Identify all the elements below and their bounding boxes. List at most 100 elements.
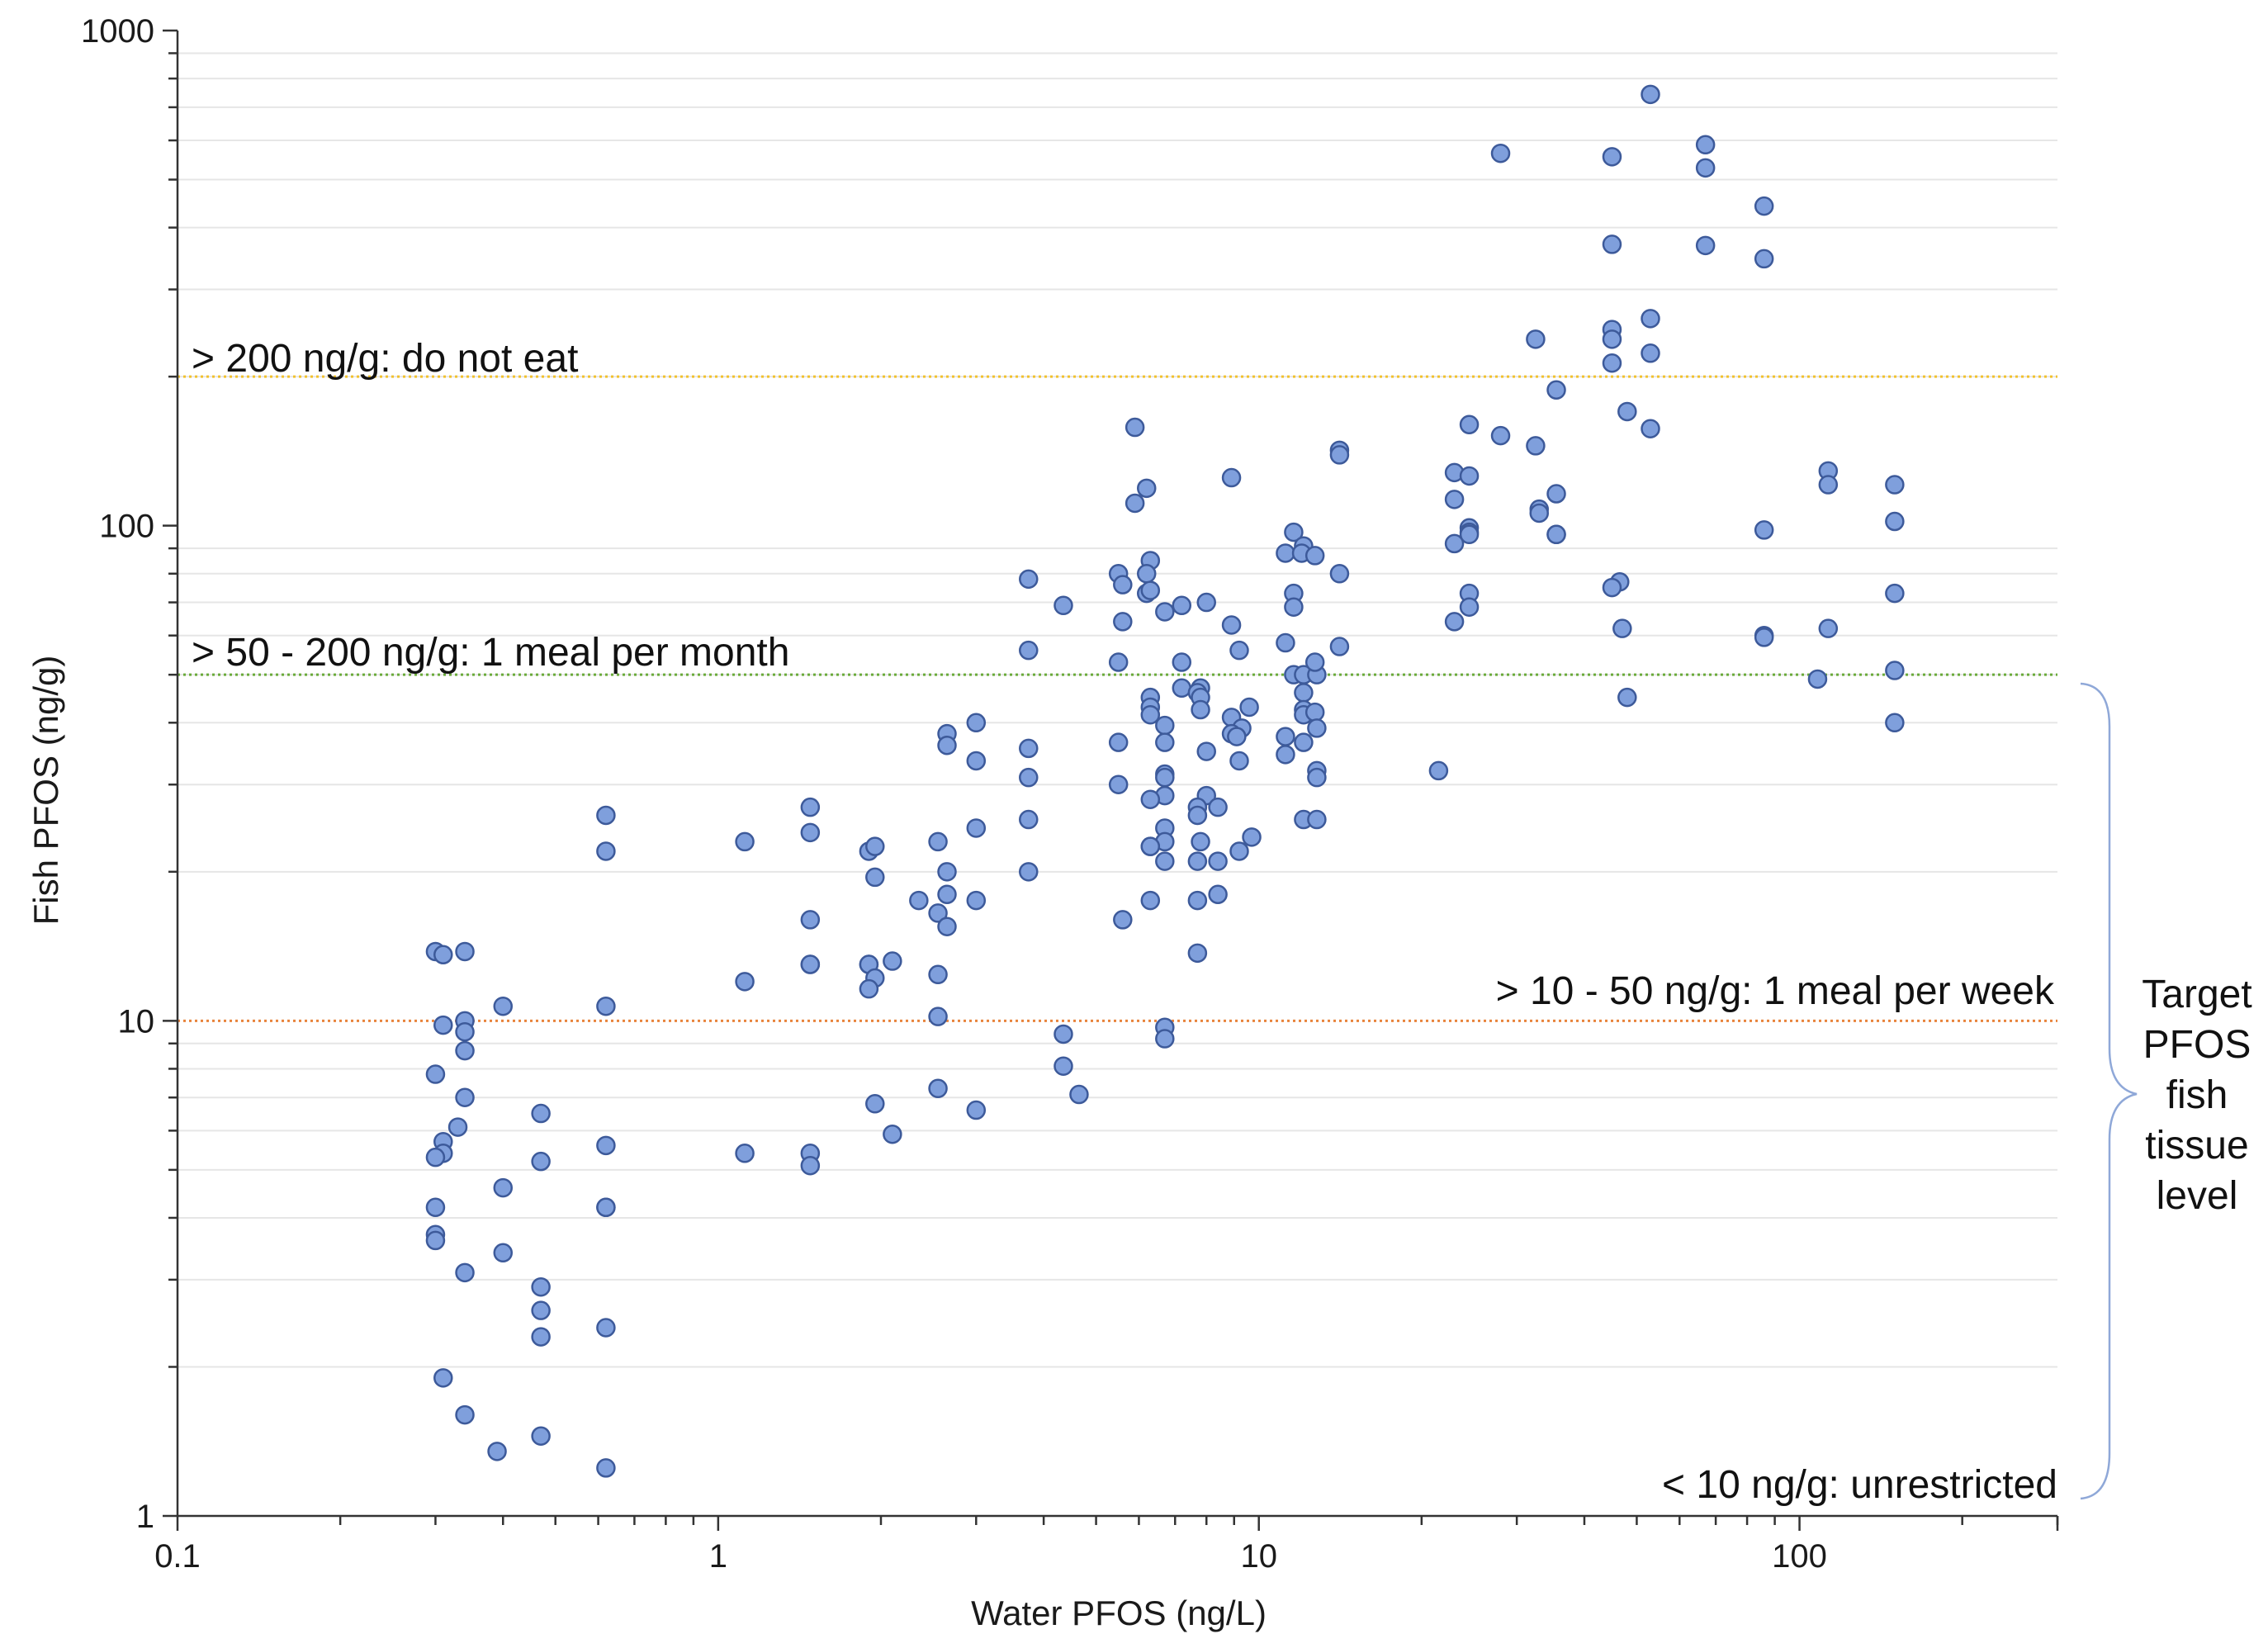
x-tick-label: 1 xyxy=(709,1538,727,1575)
data-point xyxy=(1641,343,1660,363)
data-point xyxy=(1529,503,1550,523)
data-point xyxy=(1229,640,1249,661)
data-point xyxy=(596,1318,616,1338)
data-point xyxy=(800,822,821,843)
data-point xyxy=(883,1124,902,1144)
data-point xyxy=(1526,329,1546,349)
data-point xyxy=(425,1064,446,1084)
data-point xyxy=(1641,84,1660,105)
data-point xyxy=(1818,475,1839,495)
data-point xyxy=(1304,702,1325,722)
data-point xyxy=(1307,718,1327,738)
data-point xyxy=(1140,704,1161,725)
x-tick-label: 10 xyxy=(1240,1538,1277,1575)
data-point xyxy=(1284,597,1304,617)
data-point xyxy=(1276,543,1295,563)
data-point xyxy=(1329,637,1350,656)
data-point xyxy=(596,996,616,1016)
data-point xyxy=(966,751,987,771)
data-point xyxy=(455,1262,475,1283)
data-point xyxy=(1276,727,1295,746)
data-point xyxy=(1885,511,1905,532)
data-point xyxy=(1546,484,1566,504)
data-point xyxy=(1221,615,1242,635)
data-point xyxy=(1526,436,1546,456)
data-point xyxy=(1069,1084,1089,1105)
data-point xyxy=(1140,836,1161,856)
data-point xyxy=(1187,851,1208,871)
data-point xyxy=(1113,910,1133,930)
data-point xyxy=(1108,652,1129,672)
data-point xyxy=(1155,1029,1175,1049)
data-point xyxy=(1108,732,1129,752)
data-point xyxy=(966,890,987,911)
data-point xyxy=(928,1006,948,1026)
x-axis-title: Water PFOS (ng/L) xyxy=(971,1594,1267,1632)
y-tick-label: 1 xyxy=(136,1499,154,1535)
data-point xyxy=(596,1197,616,1218)
y-tick-label: 10 xyxy=(118,1003,155,1040)
data-point xyxy=(1807,669,1828,689)
data-point xyxy=(1172,652,1192,672)
data-point xyxy=(1602,329,1622,349)
data-point xyxy=(1695,158,1716,178)
data-point xyxy=(1187,890,1208,911)
brace-label: Target PFOS fish tissue level xyxy=(2142,973,2251,1218)
data-point xyxy=(1754,196,1774,216)
data-point xyxy=(1490,143,1511,163)
data-point xyxy=(1113,575,1133,594)
data-point xyxy=(425,1230,446,1251)
data-point xyxy=(425,1147,446,1167)
data-point xyxy=(1490,425,1511,446)
data-point xyxy=(1125,417,1145,438)
data-point xyxy=(487,1442,507,1461)
data-point xyxy=(1459,466,1480,486)
data-point xyxy=(1602,147,1622,167)
data-point xyxy=(800,797,821,817)
data-point xyxy=(1229,841,1249,861)
data-point xyxy=(1459,597,1480,617)
data-point xyxy=(1054,1024,1073,1044)
data-point xyxy=(1695,235,1716,256)
data-point xyxy=(1019,767,1039,788)
data-point xyxy=(1695,135,1716,155)
data-point xyxy=(1140,789,1161,809)
data-point xyxy=(1754,520,1774,540)
data-point xyxy=(493,1243,514,1263)
data-point xyxy=(1229,751,1249,771)
data-point xyxy=(865,836,885,856)
data-point xyxy=(1208,851,1228,871)
data-point xyxy=(800,954,821,974)
data-point xyxy=(1227,727,1247,746)
data-point xyxy=(1444,612,1465,632)
data-point xyxy=(1187,943,1208,964)
data-point xyxy=(735,831,755,852)
data-point xyxy=(1617,687,1637,708)
data-point xyxy=(425,1197,446,1218)
data-point xyxy=(433,1015,453,1035)
ref-label-200: > 200 ng/g: do not eat xyxy=(192,337,578,381)
data-point xyxy=(1155,767,1175,788)
data-point xyxy=(1304,652,1325,672)
data-point xyxy=(1612,618,1632,638)
data-point xyxy=(865,867,885,888)
data-point xyxy=(966,818,987,838)
data-point xyxy=(1137,564,1157,584)
x-tick-label: 100 xyxy=(1772,1538,1827,1575)
data-point xyxy=(928,964,948,985)
data-point xyxy=(928,1078,948,1099)
data-point xyxy=(596,1458,616,1478)
data-point xyxy=(531,1327,551,1347)
data-point xyxy=(1019,640,1039,661)
data-point xyxy=(1284,522,1304,542)
data-point xyxy=(735,972,755,992)
data-point xyxy=(531,1276,551,1297)
data-point xyxy=(1019,738,1039,759)
data-point xyxy=(596,841,616,861)
data-point xyxy=(937,862,957,882)
data-point xyxy=(1191,699,1210,720)
data-point xyxy=(1428,760,1449,781)
data-point xyxy=(1307,809,1327,830)
data-point xyxy=(1140,890,1161,911)
